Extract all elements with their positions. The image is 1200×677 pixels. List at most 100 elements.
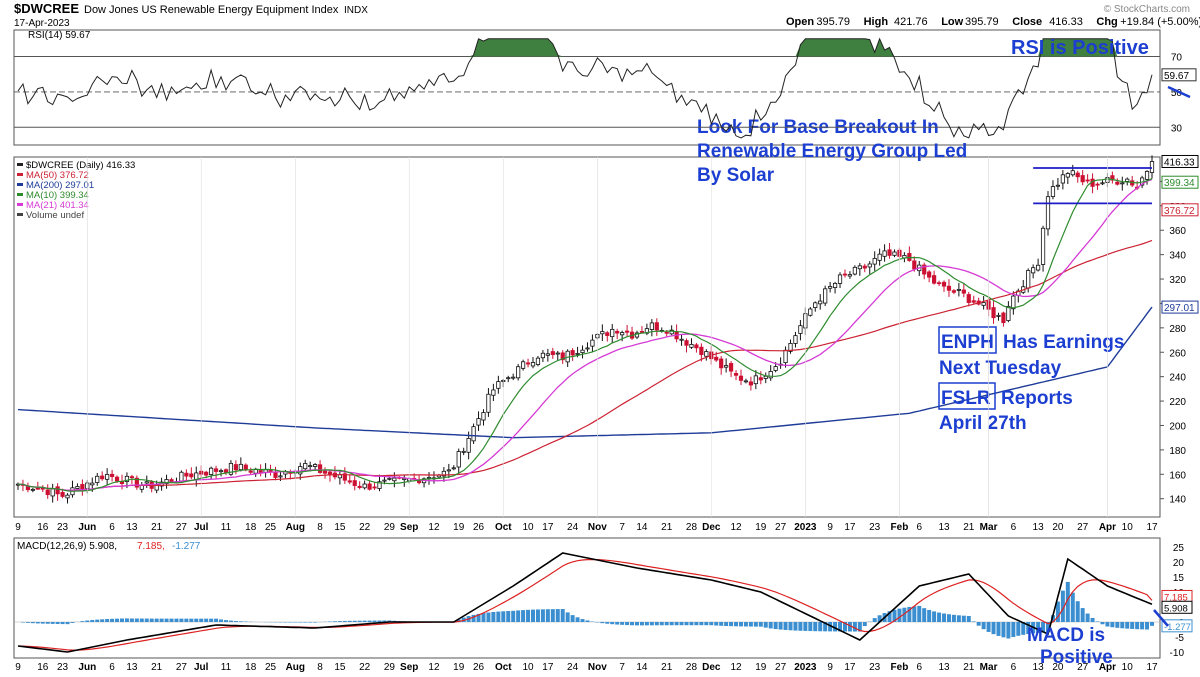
candle-body — [228, 462, 234, 475]
legend-entry: $DWCREE (Daily) 416.33 — [26, 160, 135, 171]
watermark: © StockCharts.com — [1104, 4, 1190, 15]
candle-body — [961, 289, 966, 294]
symbol: $DWCREE — [14, 1, 79, 16]
candle-body — [1065, 173, 1070, 178]
x-tick: 6 — [109, 662, 115, 673]
candle-body — [204, 471, 209, 476]
annotation-breakout: Renewable Energy Group Led — [697, 141, 967, 162]
legend-swatch — [17, 203, 23, 206]
x-tick: 20 — [1052, 522, 1064, 533]
histogram-bar — [491, 611, 496, 622]
x-tick: 27 — [176, 662, 188, 673]
candle-body — [545, 353, 550, 356]
enph-box — [938, 326, 997, 354]
annotation-fslr-ticker: FSLR — [941, 388, 991, 409]
candle-body — [179, 471, 184, 482]
x-tick: 9 — [827, 662, 833, 673]
candle-body — [887, 249, 892, 256]
price-tick: 180 — [1169, 446, 1186, 457]
candle-body — [808, 308, 813, 316]
histogram-bar — [194, 618, 199, 622]
rsi-value-tag-text: 59.67 — [1164, 71, 1189, 82]
quote-value: 395.79 — [816, 16, 850, 28]
candle-body — [30, 488, 35, 491]
x-tick: 17 — [542, 522, 554, 533]
histogram-bar — [793, 622, 798, 631]
annotation-breakout: By Solar — [697, 165, 775, 186]
histogram-bar — [55, 622, 60, 624]
histogram-bar — [694, 622, 699, 626]
price-tick: 200 — [1169, 421, 1186, 432]
histogram-bar — [585, 620, 590, 622]
candle-body — [45, 489, 50, 496]
candle-body — [184, 472, 189, 477]
candle-body — [451, 467, 456, 470]
histogram-bar — [976, 622, 981, 626]
x-tick: Feb — [891, 522, 909, 533]
histogram-bar — [946, 614, 951, 622]
candle-body — [694, 344, 699, 349]
candle-body — [639, 331, 645, 333]
candle-body — [144, 481, 149, 484]
value-tag — [1161, 175, 1199, 189]
annotation-enph: Has Earnings — [1003, 332, 1124, 353]
price-tick: 340 — [1169, 251, 1186, 262]
macd-tick: -10 — [1170, 648, 1185, 659]
histogram-bar — [139, 618, 144, 622]
x-tick: Dec — [702, 662, 721, 673]
histogram-bar — [50, 622, 55, 624]
value-tag-text: 297.01 — [1164, 303, 1195, 314]
candle-body — [1100, 182, 1105, 185]
price-tick: 320 — [1169, 275, 1186, 286]
candle-body — [862, 265, 867, 269]
candle-body — [496, 381, 501, 389]
histogram-bar — [902, 607, 907, 622]
histogram-bar — [540, 609, 545, 622]
histogram-bar — [382, 620, 387, 622]
candle-body — [550, 351, 555, 356]
x-tick: 7 — [619, 662, 625, 673]
histogram-bar — [1046, 622, 1051, 633]
x-tick: Sep — [400, 662, 418, 673]
histogram-bar — [625, 622, 630, 626]
quote-value: 395.79 — [965, 16, 999, 28]
candle-body — [268, 470, 273, 473]
candle-body — [516, 366, 521, 379]
candle-body — [129, 476, 134, 479]
x-tick: 17 — [542, 662, 554, 673]
histogram-bar — [743, 622, 748, 627]
histogram-bar — [154, 618, 159, 622]
x-tick: Jul — [194, 522, 209, 533]
candle-body — [392, 477, 397, 482]
candle-body — [872, 258, 877, 265]
candle-body — [1011, 295, 1016, 310]
x-tick: 8 — [317, 522, 323, 533]
candle-body — [620, 332, 625, 336]
histogram-bar — [1011, 622, 1016, 637]
x-tick: 17 — [1146, 522, 1158, 533]
x-tick: 2023 — [794, 662, 817, 673]
x-tick: 2023 — [794, 522, 817, 533]
candle-body — [491, 389, 496, 396]
candle-body — [927, 271, 932, 278]
histogram-bar — [748, 622, 753, 627]
histogram-bar — [233, 620, 238, 622]
candle-body — [704, 351, 709, 357]
candle-body — [605, 332, 610, 336]
x-tick: 14 — [636, 662, 648, 673]
histogram-bar — [115, 618, 120, 622]
histogram-bar — [842, 622, 847, 632]
date: 17-Apr-2023 — [14, 18, 70, 29]
x-tick: Mar — [980, 662, 998, 673]
candle-body — [669, 329, 674, 335]
candle-body — [724, 365, 729, 368]
value-tag-text: 376.72 — [1164, 206, 1195, 217]
x-tick: Sep — [400, 522, 418, 533]
histogram-bar — [90, 620, 95, 622]
x-tick: 15 — [334, 662, 346, 673]
histogram-bar — [80, 621, 85, 622]
candle-body — [580, 349, 585, 354]
histogram-bar — [644, 622, 649, 626]
x-tick: 6 — [1011, 662, 1017, 673]
candle-body — [946, 285, 952, 291]
